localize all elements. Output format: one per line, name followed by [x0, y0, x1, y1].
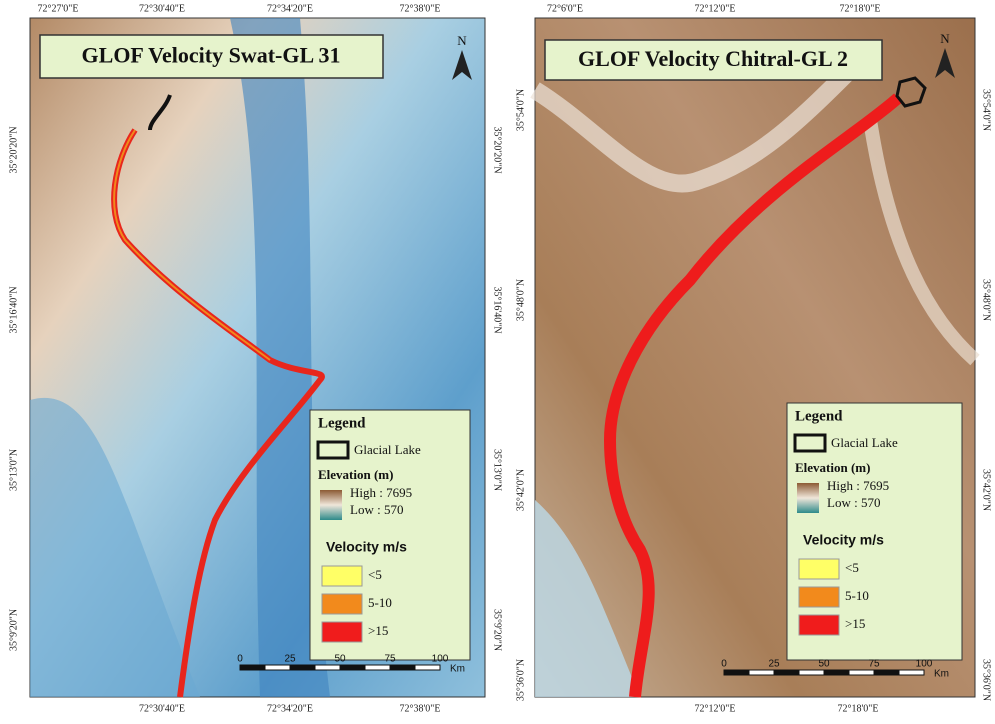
legend-elevation-title: Elevation (m)	[795, 460, 870, 475]
legend-elevation-title: Elevation (m)	[318, 467, 393, 482]
legend-lake: Glacial Lake	[354, 442, 421, 457]
legend-high: High : 7695	[827, 478, 889, 493]
maps-figure: 72°27'0"E 72°30'40"E 72°34'20"E 72°38'0"E 72…	[0, 0, 995, 719]
velocity-swatch	[322, 566, 362, 586]
coord-label: 35°54'0"N	[515, 89, 526, 131]
scale-unit: Km	[450, 664, 465, 675]
coord-label: 72°6'0"E	[547, 3, 583, 14]
velocity-swatch	[799, 559, 839, 579]
coord-label: 35°48'0"N	[981, 279, 992, 321]
coord-label: 35°13'0"N	[492, 449, 503, 491]
coord-label: 35°20'20"N	[492, 126, 503, 173]
north-label: N	[457, 33, 467, 48]
elevation-ramp	[797, 483, 819, 513]
velocity-swatch	[322, 594, 362, 614]
scale-tick: 75	[868, 659, 880, 670]
scale-seg	[749, 670, 774, 675]
scale-seg	[849, 670, 874, 675]
scale-tick: 25	[768, 659, 780, 670]
scale-seg	[365, 665, 390, 670]
coord-label: 72°38'0"E	[400, 703, 441, 714]
coord-label: 72°12'0"E	[695, 3, 736, 14]
coord-label: 72°18'0"E	[838, 703, 879, 714]
coord-label: 35°20'20"N	[8, 126, 19, 173]
scale-seg	[265, 665, 290, 670]
scale-seg	[315, 665, 340, 670]
coord-label: 72°34'20"E	[267, 3, 313, 14]
scale-seg	[415, 665, 440, 670]
scale-seg	[340, 665, 365, 670]
coord-label: 35°9'20"N	[492, 609, 503, 651]
coord-label: 72°34'20"E	[267, 703, 313, 714]
velocity-swatch	[799, 615, 839, 635]
velocity-class: 5-10	[845, 588, 869, 603]
coord-label: 35°36'0"N	[981, 659, 992, 701]
legend-title: Legend	[318, 415, 366, 431]
scale-tick: 25	[284, 654, 296, 665]
legend-low: Low : 570	[827, 495, 880, 510]
coord-label: 72°30'40"E	[139, 3, 185, 14]
coord-label: 35°42'0"N	[515, 469, 526, 511]
coord-label: 35°54'0"N	[981, 89, 992, 131]
coord-label: 72°18'0"E	[840, 3, 881, 14]
scale-seg	[824, 670, 849, 675]
velocity-swatch	[322, 622, 362, 642]
coord-label: 72°12'0"E	[695, 703, 736, 714]
scale-seg	[724, 670, 749, 675]
legend-high: High : 7695	[350, 485, 412, 500]
scale-seg	[240, 665, 265, 670]
coord-label: 72°27'0"E	[38, 3, 79, 14]
coord-label: 72°38'0"E	[400, 3, 441, 14]
scale-seg	[799, 670, 824, 675]
legend-velocity-title: Velocity m/s	[803, 532, 884, 548]
scale-tick: 0	[721, 659, 727, 670]
coord-label: 72°30'40"E	[139, 703, 185, 714]
legend-lake: Glacial Lake	[831, 435, 898, 450]
scale-seg	[290, 665, 315, 670]
coord-label: 35°16'40"N	[492, 286, 503, 333]
scale-unit: Km	[934, 669, 949, 680]
velocity-class: <5	[845, 560, 859, 575]
coord-label: 35°9'20"N	[8, 609, 19, 651]
velocity-class: >15	[368, 623, 388, 638]
legend-low: Low : 570	[350, 502, 403, 517]
map-title: GLOF Velocity Chitral-GL 2	[578, 46, 848, 71]
coord-label: 35°36'0"N	[515, 659, 526, 701]
velocity-class: <5	[368, 567, 382, 582]
velocity-swatch	[799, 587, 839, 607]
velocity-class: >15	[845, 616, 865, 631]
scale-seg	[390, 665, 415, 670]
map-title: GLOF Velocity Swat-GL 31	[82, 43, 341, 68]
coord-label: 35°13'0"N	[8, 449, 19, 491]
scale-tick: 75	[384, 654, 396, 665]
legend-title: Legend	[795, 408, 843, 424]
scale-seg	[874, 670, 899, 675]
scale-tick: 50	[334, 654, 346, 665]
elevation-ramp	[320, 490, 342, 520]
coord-label: 35°16'40"N	[8, 286, 19, 333]
legend-velocity-title: Velocity m/s	[326, 539, 407, 555]
scale-seg	[774, 670, 799, 675]
north-label: N	[940, 31, 950, 46]
velocity-class: 5-10	[368, 595, 392, 610]
scale-tick: 100	[432, 654, 449, 665]
scale-tick: 100	[916, 659, 933, 670]
scale-seg	[899, 670, 924, 675]
scale-tick: 0	[237, 654, 243, 665]
coord-label: 35°48'0"N	[515, 279, 526, 321]
scale-tick: 50	[818, 659, 830, 670]
coord-label: 35°42'0"N	[981, 469, 992, 511]
